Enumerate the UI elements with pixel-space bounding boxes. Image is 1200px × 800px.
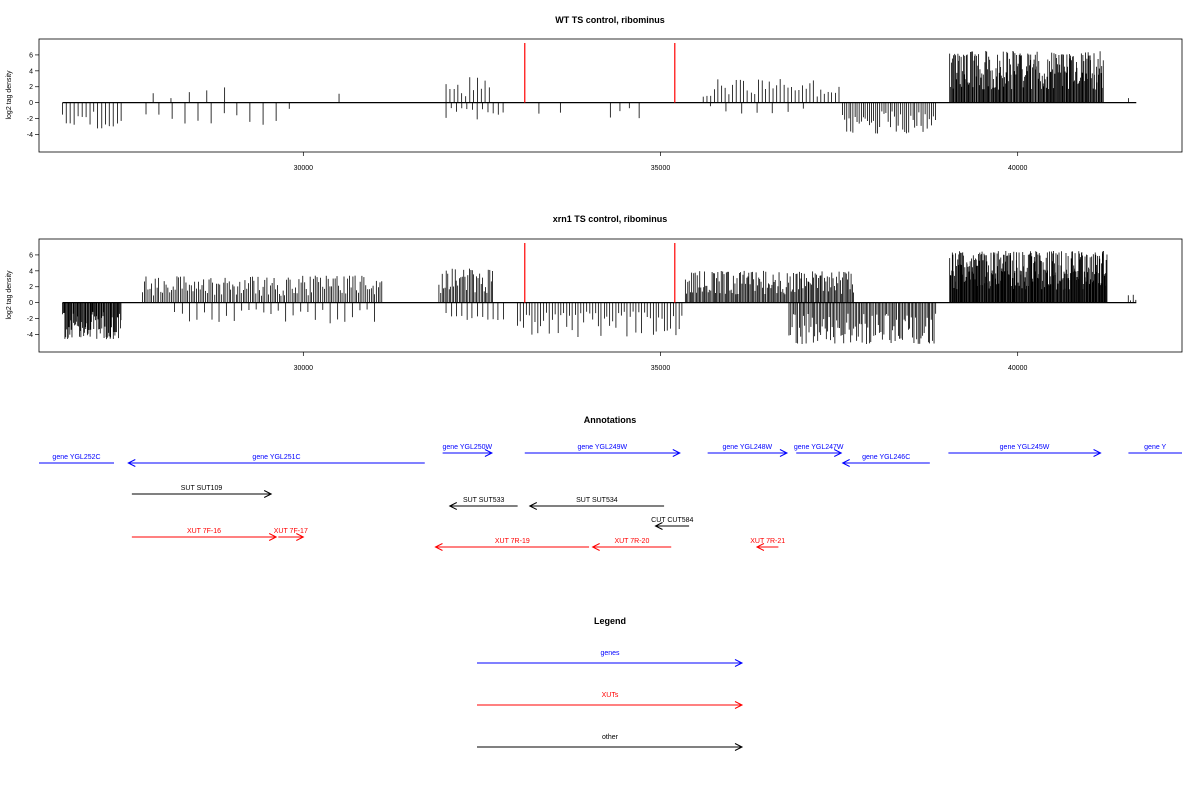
xrn1-x-tick-label: 40000 bbox=[1008, 365, 1028, 372]
feature-arrowhead bbox=[672, 449, 681, 457]
wt-x-tick-label: 40000 bbox=[1008, 165, 1028, 172]
feature-arrowhead bbox=[1093, 449, 1102, 457]
feature-label: XUT 7F-17 bbox=[274, 528, 308, 535]
feature-xut-7r-21: XUT 7R-21 bbox=[750, 538, 785, 551]
legend-label: genes bbox=[600, 650, 620, 657]
feature-gene-ygl247w: gene YGL247W bbox=[794, 444, 844, 457]
wt-x-tick-label: 35000 bbox=[651, 165, 671, 172]
legend-item-genes: genes bbox=[477, 650, 744, 667]
feature-label: gene Y bbox=[1144, 444, 1166, 451]
legend-arrowhead bbox=[734, 701, 744, 709]
wt-y-tick-label: -4 bbox=[27, 132, 33, 139]
feature-xut-7f-16: XUT 7F-16 bbox=[131, 528, 278, 541]
feature-sut-sut533: SUT SUT533 bbox=[448, 497, 518, 510]
wt-bars-layer bbox=[62, 43, 1137, 134]
legend: Legend genes XUTs other bbox=[477, 616, 744, 751]
xrn1-y-tick-label: 6 bbox=[29, 252, 33, 259]
feature-gene-ygl250w: gene YGL250W bbox=[442, 444, 494, 457]
legend-label: other bbox=[602, 734, 619, 741]
xrn1-y-axis-label: log2 tag density bbox=[6, 270, 13, 320]
feature-arrowhead bbox=[779, 449, 789, 457]
legend-label: XUTs bbox=[602, 692, 619, 699]
wt-y-tick-label: 2 bbox=[29, 84, 33, 91]
feature-arrowhead bbox=[448, 502, 457, 510]
feature-label: gene YGL250W bbox=[442, 444, 492, 451]
xrn1-bars-layer bbox=[62, 243, 1137, 344]
legend-items: genes XUTs other bbox=[477, 650, 744, 751]
wt-x-tick-label: 30000 bbox=[294, 165, 314, 172]
wt-y-tick-label: 0 bbox=[29, 100, 33, 107]
feature-arrowhead bbox=[263, 490, 273, 498]
xrn1-y-tick-label: -4 bbox=[27, 332, 33, 339]
feature-arrowhead bbox=[484, 449, 494, 457]
feature-label: XUT 7R-21 bbox=[750, 538, 785, 545]
feature-gene-y: gene Y bbox=[1128, 444, 1182, 454]
wt-y-tick-label: 4 bbox=[29, 68, 33, 75]
feature-label: gene YGL251C bbox=[252, 454, 300, 461]
feature-gene-ygl248w: gene YGL248W bbox=[707, 444, 789, 457]
xrn1-y-tick-label: 4 bbox=[29, 268, 33, 275]
feature-arrowhead bbox=[127, 459, 136, 467]
xrn1-plot-frame bbox=[38, 238, 1183, 353]
annotation-features: gene YGL252C gene YGL251C gene YGL250W gene… bbox=[39, 444, 1182, 551]
feature-sut-sut534: SUT SUT534 bbox=[528, 497, 665, 510]
feature-label: CUT CUT584 bbox=[651, 517, 693, 524]
annotations-title: Annotations bbox=[584, 415, 637, 425]
xrn1-x-tick-label: 35000 bbox=[651, 365, 671, 372]
feature-label: SUT SUT109 bbox=[181, 485, 223, 492]
feature-gene-ygl245w: gene YGL245W bbox=[948, 444, 1102, 457]
feature-label: XUT 7R-20 bbox=[614, 538, 649, 545]
wt-chart-title: WT TS control, ribominus bbox=[555, 15, 665, 25]
legend-arrowhead bbox=[734, 659, 744, 667]
xrn1-x-tick-label: 30000 bbox=[294, 365, 314, 372]
feature-xut-7f-17: XUT 7F-17 bbox=[274, 528, 308, 541]
feature-label: gene YGL245W bbox=[1000, 444, 1050, 451]
feature-sut-sut109: SUT SUT109 bbox=[131, 485, 273, 498]
feature-gene-ygl252c: gene YGL252C bbox=[39, 454, 115, 464]
feature-label: gene YGL246C bbox=[862, 454, 910, 461]
feature-arrowhead bbox=[654, 522, 663, 530]
xrn1-y-tick-label: 0 bbox=[29, 300, 33, 307]
feature-cut-cut584: CUT CUT584 bbox=[651, 517, 694, 530]
feature-gene-ygl249w: gene YGL249W bbox=[524, 444, 681, 457]
legend-item-xuts: XUTs bbox=[477, 692, 744, 709]
feature-label: gene YGL248W bbox=[722, 444, 772, 451]
feature-arrowhead bbox=[841, 459, 850, 467]
wt-y-tick-label: -2 bbox=[27, 116, 33, 123]
feature-label: gene YGL249W bbox=[577, 444, 627, 451]
xrn1-chart-panel: xrn1 TS control, ribominus log2 tag dens… bbox=[6, 214, 1183, 372]
wt-plot-frame bbox=[38, 38, 1183, 153]
feature-label: gene YGL247W bbox=[794, 444, 844, 451]
xrn1-y-tick-label: 2 bbox=[29, 284, 33, 291]
feature-label: SUT SUT534 bbox=[576, 497, 618, 504]
feature-arrowhead bbox=[268, 533, 278, 541]
feature-arrowhead bbox=[296, 533, 305, 541]
feature-label: XUT 7R-19 bbox=[495, 538, 530, 545]
wt-chart-panel: WT TS control, ribominus log2 tag densit… bbox=[6, 15, 1183, 172]
annotations-track: Annotations gene YGL252C gene YGL251Cgene… bbox=[39, 415, 1182, 551]
feature-xut-7r-19: XUT 7R-19 bbox=[434, 538, 590, 551]
feature-label: XUT 7F-16 bbox=[187, 528, 221, 535]
legend-arrowhead bbox=[734, 743, 744, 751]
feature-arrowhead bbox=[591, 543, 600, 551]
feature-gene-ygl251c: gene YGL251C bbox=[127, 454, 425, 467]
xrn1-y-tick-label: -2 bbox=[27, 316, 33, 323]
legend-item-other: other bbox=[477, 734, 744, 751]
feature-arrowhead bbox=[434, 543, 443, 551]
xrn1-chart-title: xrn1 TS control, ribominus bbox=[553, 214, 668, 224]
wt-y-axis-label: log2 tag density bbox=[6, 70, 13, 120]
feature-gene-ygl246c: gene YGL246C bbox=[841, 454, 930, 467]
feature-arrowhead bbox=[528, 502, 537, 510]
legend-title: Legend bbox=[594, 616, 626, 626]
feature-label: gene YGL252C bbox=[52, 454, 100, 461]
feature-arrowhead bbox=[834, 449, 843, 457]
feature-arrowhead bbox=[755, 543, 765, 551]
feature-xut-7r-20: XUT 7R-20 bbox=[591, 538, 672, 551]
feature-label: SUT SUT533 bbox=[463, 497, 505, 504]
wt-y-tick-label: 6 bbox=[29, 52, 33, 59]
